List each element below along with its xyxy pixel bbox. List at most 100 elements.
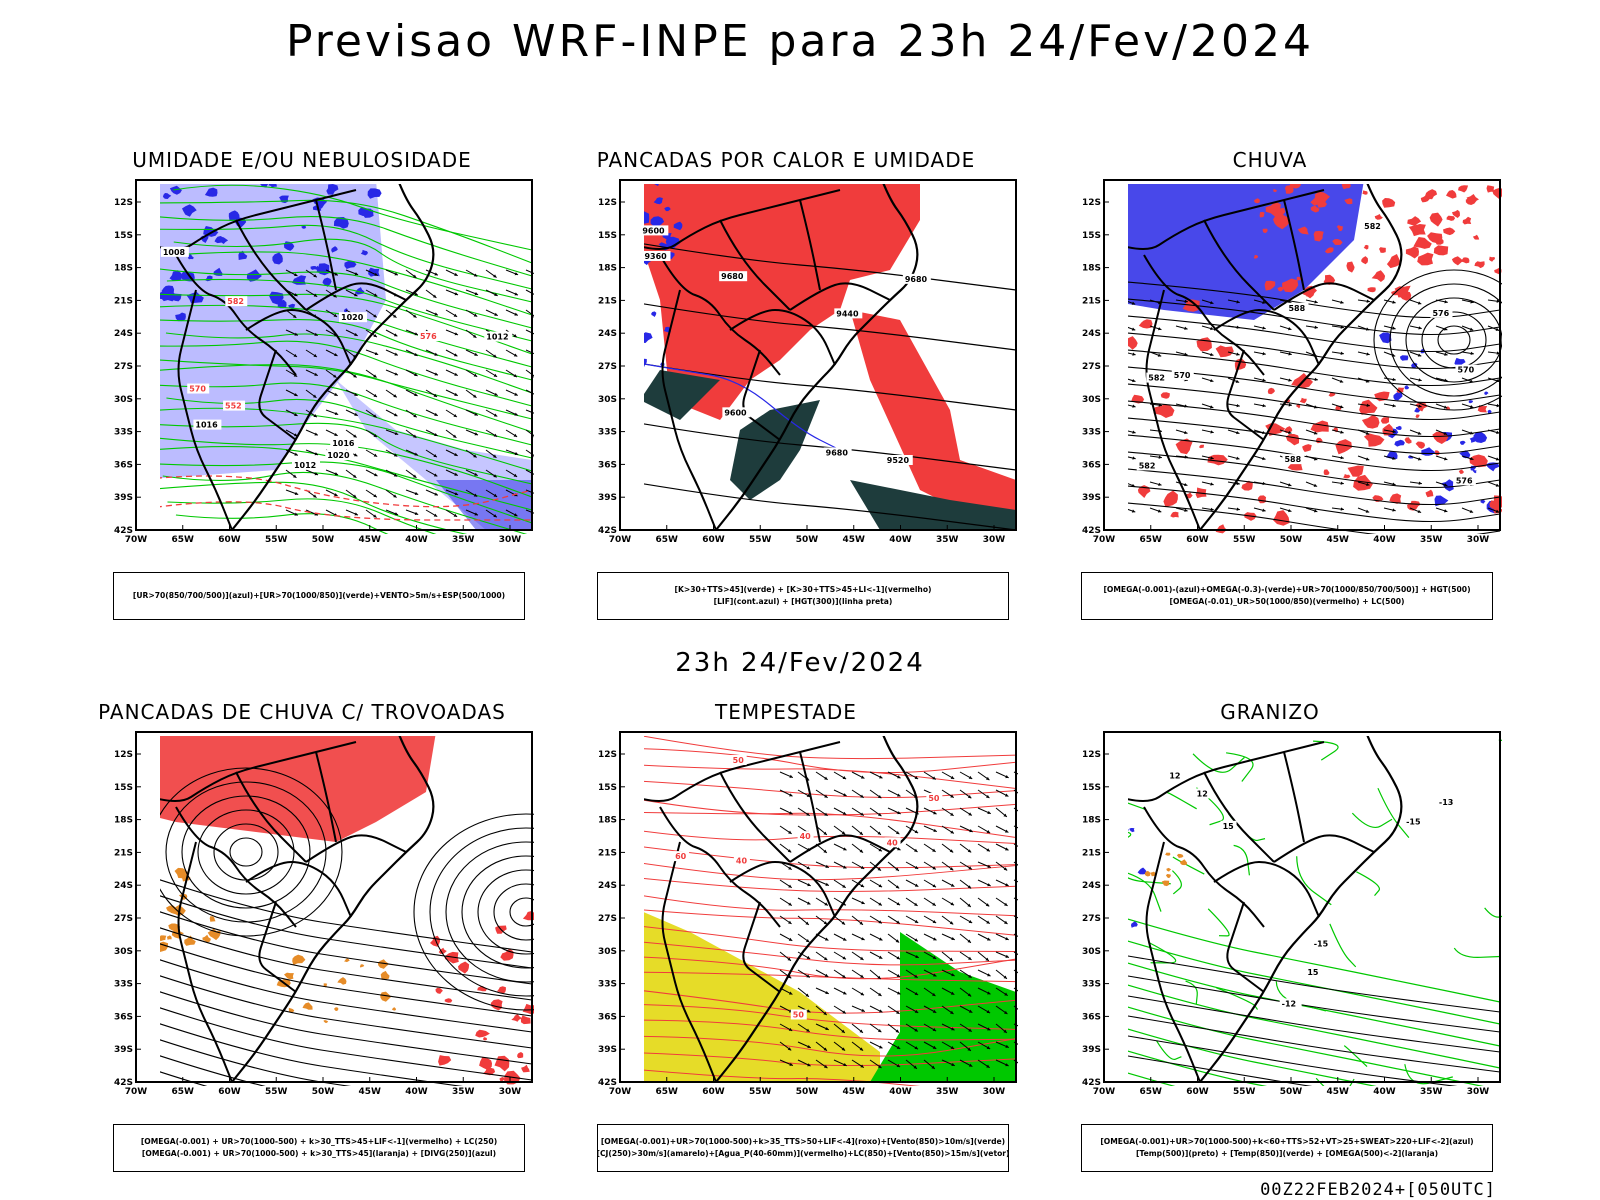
wind-vector xyxy=(823,831,827,835)
wind-vector xyxy=(1288,378,1292,382)
contour-label-bg xyxy=(1194,788,1211,799)
wind-vector xyxy=(1313,483,1318,487)
streamline xyxy=(160,975,533,1049)
country-border xyxy=(1273,834,1375,863)
country-border xyxy=(729,308,836,366)
coastline xyxy=(715,184,919,531)
lat-label: 12S xyxy=(1082,750,1101,760)
precip-field xyxy=(1399,355,1409,361)
thunder-field xyxy=(184,935,196,946)
wind-vector xyxy=(897,991,901,995)
divergence-field xyxy=(146,955,154,962)
wind-vector xyxy=(1236,325,1240,329)
temp850-contour xyxy=(1351,812,1393,829)
country-border xyxy=(175,806,297,928)
wind-vector xyxy=(1366,482,1370,486)
wind-vector xyxy=(473,273,478,277)
precip-field xyxy=(1363,433,1385,447)
wind-vector xyxy=(932,973,937,977)
map-frame xyxy=(619,179,1017,531)
thunder-field xyxy=(160,935,167,942)
wind-vector xyxy=(987,864,991,868)
wind-vector xyxy=(373,374,377,378)
wind-vector xyxy=(807,1063,811,1067)
wind-vector xyxy=(1235,379,1240,383)
wind-vector xyxy=(1236,300,1240,304)
lat-label: 27S xyxy=(1082,914,1101,924)
wind-vector xyxy=(294,491,299,496)
wind-vector xyxy=(806,901,811,905)
wind-vector xyxy=(334,432,338,436)
map-frame xyxy=(1103,731,1501,1083)
lat-label: 12S xyxy=(114,198,133,208)
contour-label-bg xyxy=(225,296,248,307)
country-border xyxy=(258,901,297,993)
precip-field xyxy=(1215,345,1234,358)
wind-vector xyxy=(860,775,865,779)
panel-umidade: UMIDADE E/OU NEBULOSIDADE 12S 15S 18S 21S 24… xyxy=(72,148,534,628)
wind-vector xyxy=(789,811,793,815)
water-contour xyxy=(644,1035,1017,1057)
lat-label: 12S xyxy=(598,750,617,760)
panel-granizo: GRANIZO 12S 15S 18S 21S 24S 27S 30S 33S 36S 39S 42… xyxy=(1040,700,1502,1180)
precip-field xyxy=(1411,362,1418,369)
wind-vector xyxy=(914,830,919,834)
wind-vector xyxy=(1495,379,1500,383)
wind-vector xyxy=(788,830,792,834)
precip-field xyxy=(1313,230,1324,242)
lat-label: 24S xyxy=(1082,881,1101,891)
precip-field xyxy=(1324,247,1334,254)
precip-field xyxy=(1394,439,1405,447)
wind-vector xyxy=(879,775,883,779)
country-border xyxy=(789,282,891,311)
wind-vector xyxy=(843,991,847,995)
omega-field xyxy=(1118,887,1124,892)
thunder-field xyxy=(499,1077,505,1082)
wind-vector xyxy=(513,513,518,517)
streamline xyxy=(160,943,533,1017)
wind-vector xyxy=(987,991,991,995)
wind-vector xyxy=(393,333,398,337)
wind-vector xyxy=(374,272,378,276)
wind-vector xyxy=(895,939,900,943)
omega-field xyxy=(1144,870,1151,877)
wind-vector xyxy=(841,1047,846,1051)
wind-vector xyxy=(1184,430,1188,435)
water-contour xyxy=(644,780,1017,798)
water-contour xyxy=(644,909,1017,936)
wind-vector xyxy=(1184,404,1188,408)
wind-vector xyxy=(1340,455,1344,460)
lon-label: 50W xyxy=(312,535,335,545)
wind-vector xyxy=(914,974,918,978)
humidity-field xyxy=(310,266,317,270)
wind-vector xyxy=(986,1010,991,1014)
humidity-field xyxy=(272,252,283,265)
wind-vector xyxy=(1287,483,1292,487)
wind-vector xyxy=(1470,405,1474,409)
wind-vector xyxy=(932,776,936,780)
wind-vector xyxy=(1210,430,1214,434)
wind-vector xyxy=(1340,481,1344,485)
humidity-contour xyxy=(171,251,533,316)
country-border xyxy=(305,282,407,311)
contour-label: -15 xyxy=(1406,818,1421,827)
wind-vector xyxy=(433,393,438,397)
wind-vector xyxy=(913,1065,917,1069)
country-border xyxy=(175,254,297,376)
precip-field xyxy=(1296,276,1301,281)
omega-field xyxy=(1166,867,1172,872)
wind-vector xyxy=(951,1027,955,1031)
wind-vector xyxy=(788,902,792,906)
wind-vector xyxy=(1340,300,1344,304)
streamline xyxy=(160,879,533,953)
wind-vector xyxy=(914,848,918,852)
wind-vector xyxy=(353,374,357,378)
wind-vector xyxy=(1236,403,1240,408)
lon-label: 65W xyxy=(172,1087,195,1097)
wind-vector xyxy=(393,453,398,457)
precip-field xyxy=(1361,414,1380,429)
wind-vector xyxy=(1003,867,1008,871)
contour-label: 552 xyxy=(225,402,242,411)
water-contour xyxy=(644,941,1017,966)
